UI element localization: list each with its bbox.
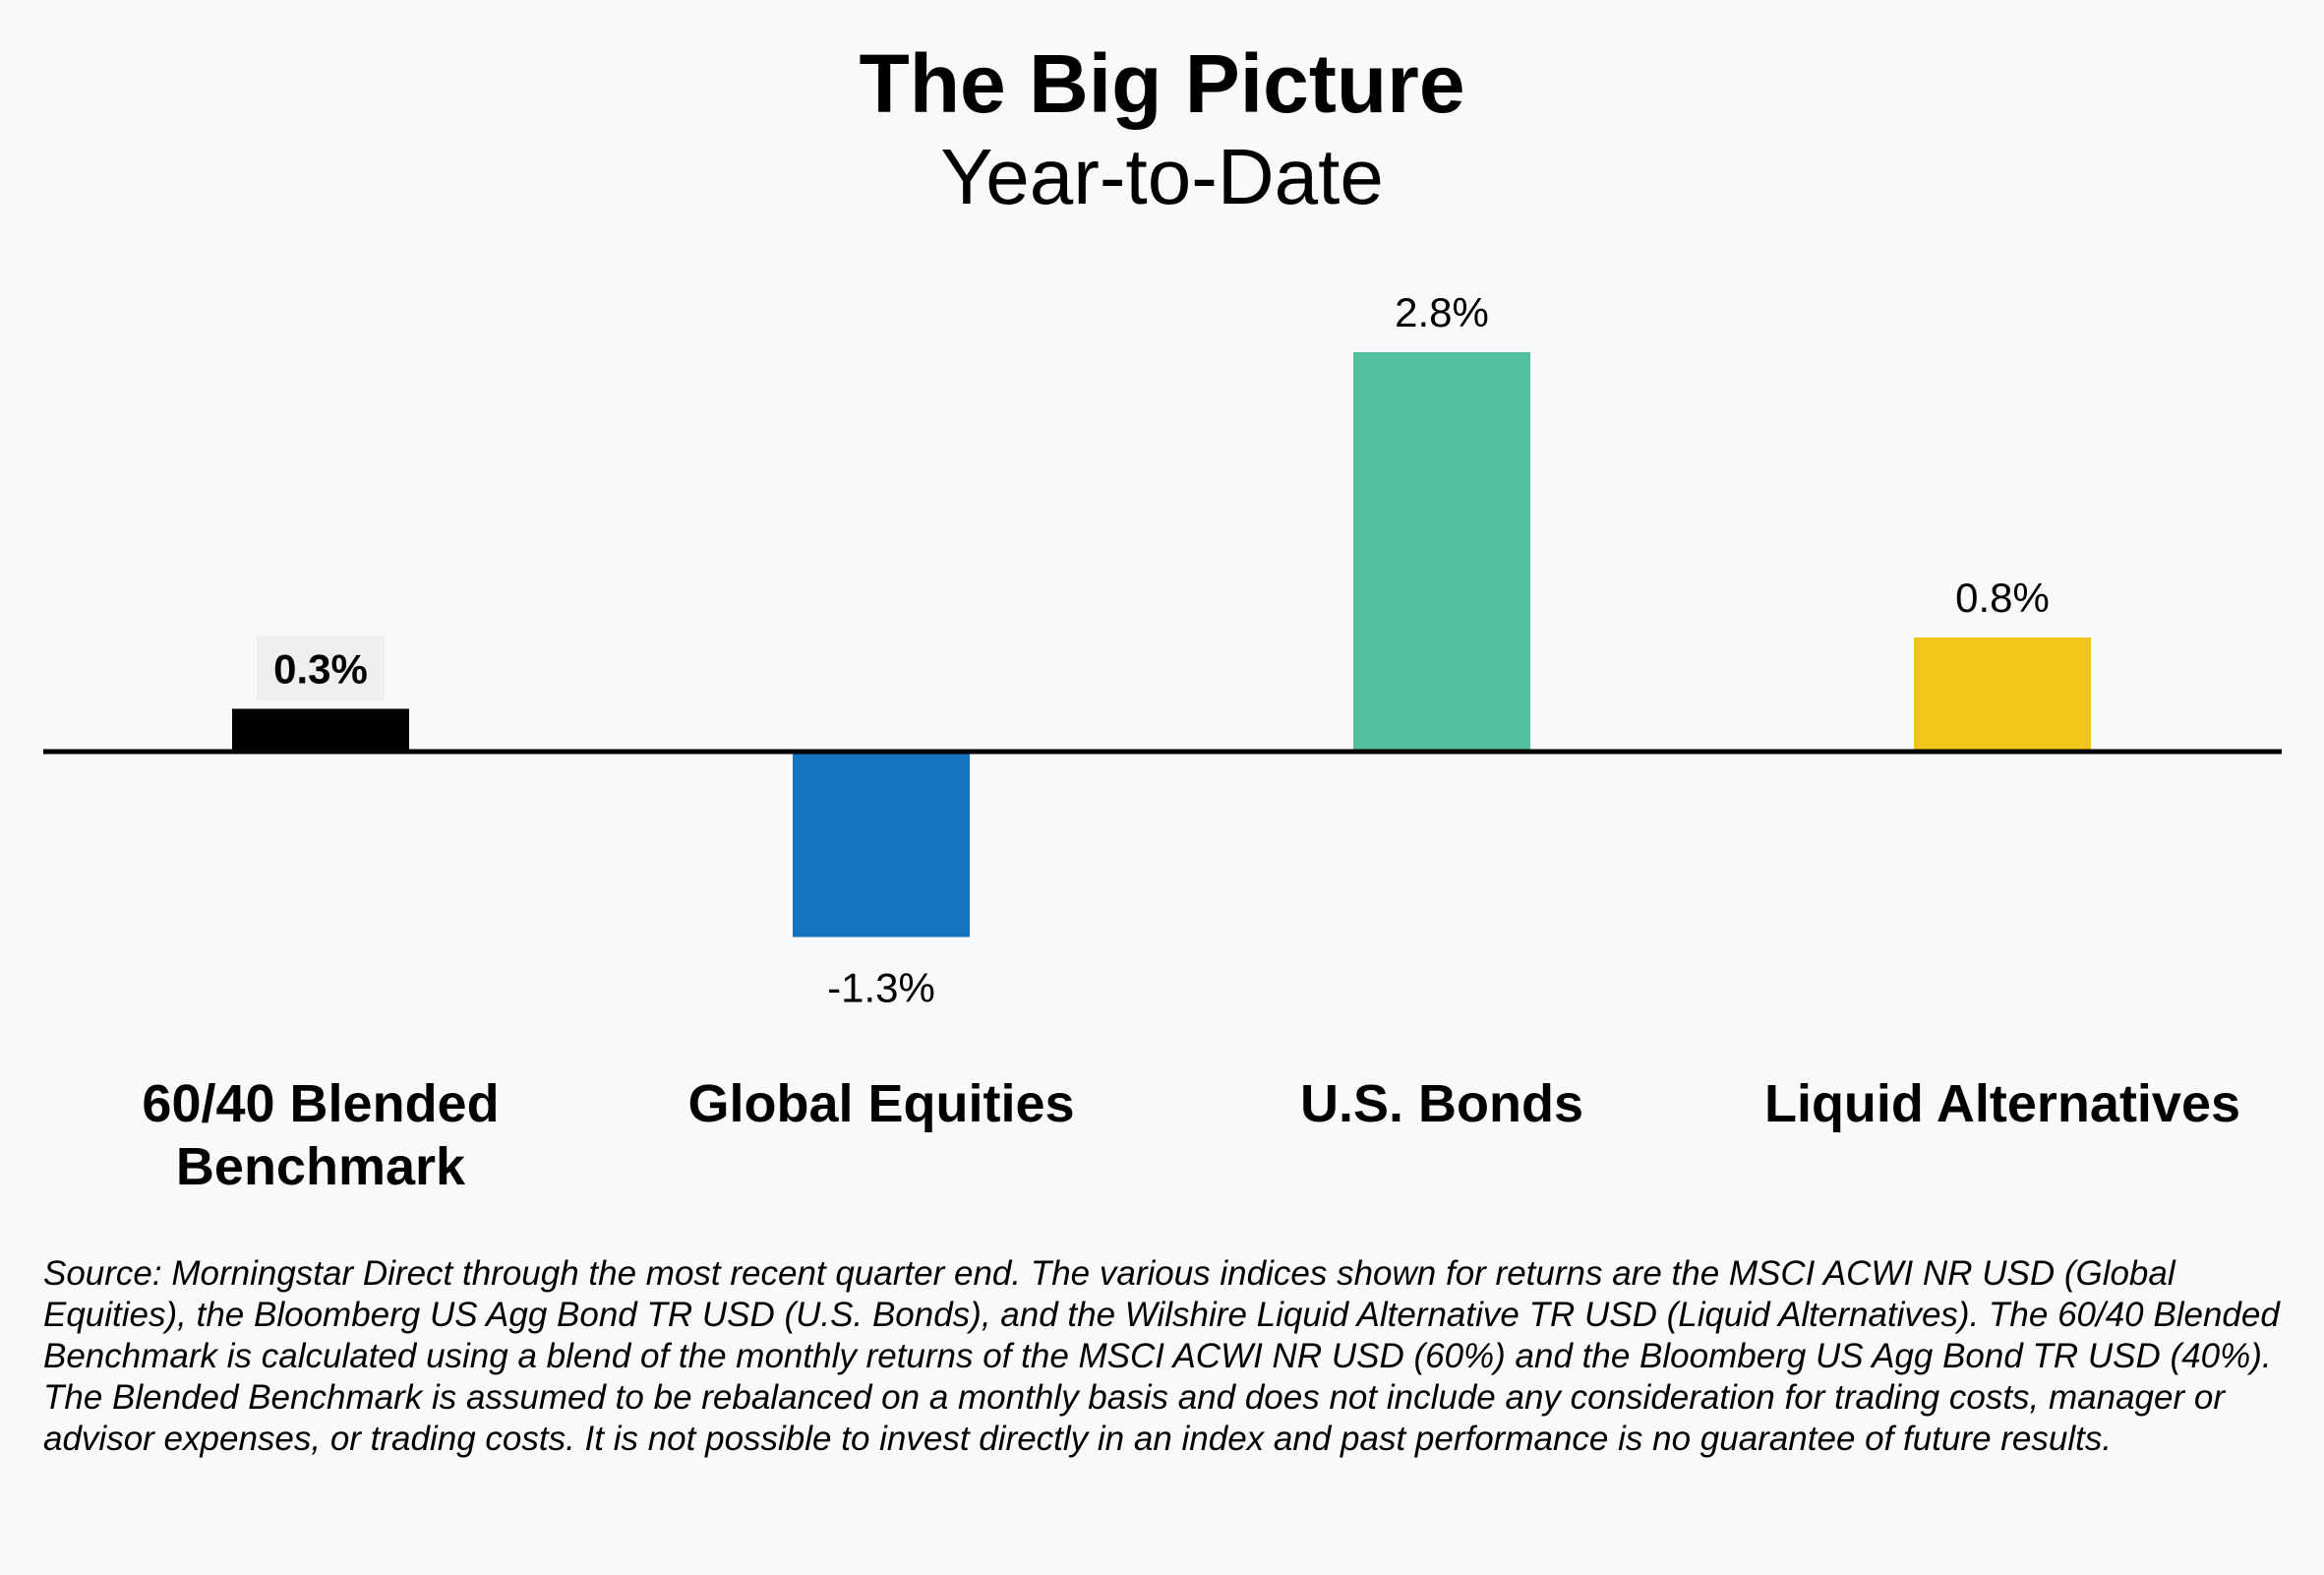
chart-subtitle: Year-to-Date [940,133,1384,220]
category-label-blended-benchmark: 60/40 Blended Benchmark [142,1074,500,1196]
category-label-global-equities: Global Equities [687,1074,1075,1133]
category-label-us-bonds: U.S. Bonds [1299,1074,1583,1133]
value-label-background [257,636,385,701]
value-label-blended-benchmark: 0.3% [273,646,368,693]
bar-global-equities [793,752,970,938]
bar-blended-benchmark [232,708,409,752]
category-label-liquid-alternatives: Liquid Alternatives [1763,1074,2241,1133]
bar-us-bonds [1353,352,1530,752]
value-label-us-bonds: 2.8% [1395,289,1489,335]
bar-liquid-alternatives [1914,637,2091,752]
source-footnote: Source: Morningstar Direct through the m… [43,1254,2280,1458]
value-label-global-equities: -1.3% [827,965,935,1011]
chart-title: The Big Picture [859,37,1465,130]
value-label-liquid-alternatives: 0.8% [1955,575,2050,621]
